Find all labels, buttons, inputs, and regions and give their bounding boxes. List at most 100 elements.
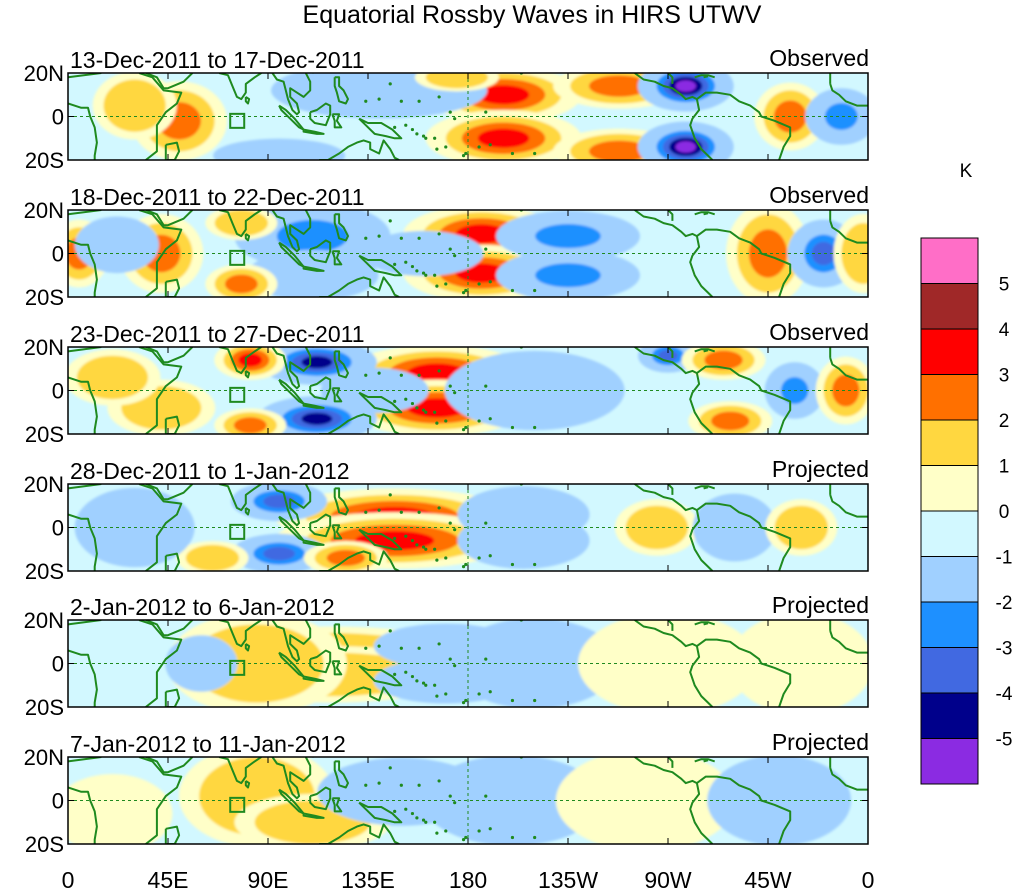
island [448,794,452,798]
island [377,97,381,101]
island [415,816,419,820]
coastline [634,210,698,238]
anomaly-contour [811,241,836,266]
island [448,110,452,114]
coastline [703,486,709,490]
anomaly-contour [729,620,868,707]
colorbar-swatch [920,283,979,330]
lon-label: 180 [449,867,487,890]
anomaly-contour [704,350,743,370]
island [448,247,452,251]
coastline [667,620,674,631]
colorbar: K 5 4 3 2 1 0 -1 -2 -3 -4 -5 [920,161,1013,785]
island [364,99,368,103]
island [393,536,397,540]
lat-label: 20N [24,61,64,86]
island [410,264,415,269]
coastline [694,485,716,490]
coastline [68,786,98,844]
coastline [138,757,183,844]
anomaly-contour [301,356,333,369]
island [461,428,466,432]
coastlines [68,757,868,844]
coastline [218,757,262,785]
coastline [694,621,716,626]
coastline [634,757,698,785]
lon-label: 90W [644,867,692,890]
island [533,835,537,840]
coastline [667,210,674,221]
island [477,829,481,833]
island [399,783,403,787]
anomaly-contour [589,75,650,97]
coastline [703,75,709,79]
island [433,547,437,551]
coastline [331,387,343,403]
island [410,538,415,543]
coastline [302,265,325,272]
anomaly-contour [707,757,852,844]
anomaly-contour [85,223,148,267]
island [437,779,441,783]
lat-label: 20S [25,559,64,584]
reference-box [229,386,246,403]
coastline [68,376,98,434]
island [388,356,392,360]
island [464,425,468,430]
anomaly-contour [675,141,696,153]
coastline [358,664,403,687]
panel-date-range: 2-Jan-2012 to 6-Jan-2012 [70,594,335,620]
island [444,829,448,833]
island [377,781,381,785]
island [510,835,515,840]
anomaly-field [68,757,868,844]
island [464,562,468,567]
coastline [333,760,349,789]
island [377,371,381,375]
island [461,291,466,295]
island [533,288,537,293]
coastline [271,347,312,390]
colorbar-swatch [920,601,979,648]
island [437,369,441,373]
island [453,664,457,668]
island [510,698,515,703]
island [510,288,515,293]
coastline [667,73,674,84]
island [464,151,468,156]
anomaly-contour [263,546,295,561]
anomaly-contour [301,412,333,425]
coastline [68,649,98,707]
island [415,543,419,547]
island [477,419,481,423]
colorbar-tick-label: 0 [999,502,1010,523]
island [424,683,428,687]
colorbar-swatch [920,465,979,512]
coastline [703,349,709,353]
island [404,534,408,538]
anomaly-contour [185,544,240,571]
island [433,683,437,687]
map-panel-6: 20N 0 20S 7-Jan-2012 to 11-Jan-2012 Projecte… [24,729,869,857]
panel-status: Projected [772,456,869,482]
island [488,417,492,421]
coastline [703,622,709,626]
island [421,271,426,275]
island [484,247,488,251]
coastline [309,102,332,127]
coastline [218,347,262,375]
coastline [278,515,305,542]
anomaly-contour [76,355,148,400]
island [461,154,466,158]
island [399,99,403,103]
island [510,151,515,156]
anomaly-field [68,73,868,160]
coastline [331,113,343,129]
island [510,425,515,430]
coastline [244,643,251,652]
island [388,219,392,223]
anomaly-contour [748,229,788,278]
coastline [696,502,792,571]
island [510,562,515,567]
coastline [696,638,792,707]
